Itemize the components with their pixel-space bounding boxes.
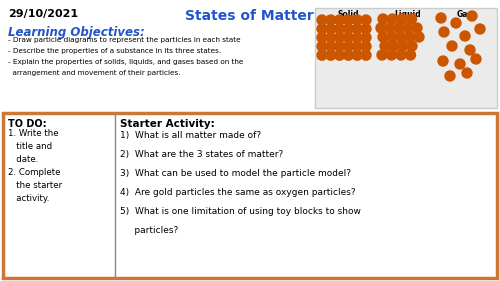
Circle shape (334, 41, 344, 51)
Circle shape (445, 71, 455, 81)
Circle shape (334, 24, 344, 34)
Text: particles?: particles? (120, 226, 178, 235)
Circle shape (344, 50, 353, 60)
Text: Solid: Solid (337, 10, 359, 19)
Circle shape (405, 32, 415, 42)
Text: 2)  What are the 3 states of matter?: 2) What are the 3 states of matter? (120, 150, 283, 159)
Text: date.: date. (8, 155, 38, 164)
Circle shape (344, 24, 353, 34)
Circle shape (412, 23, 422, 33)
Text: Gas: Gas (457, 10, 473, 19)
Text: activity.: activity. (8, 194, 50, 203)
Text: 1)  What is all matter made of?: 1) What is all matter made of? (120, 131, 261, 140)
Text: Starter Activity:: Starter Activity: (120, 119, 215, 129)
Text: States of Matter: States of Matter (185, 9, 314, 23)
Circle shape (414, 32, 424, 42)
Circle shape (334, 33, 344, 43)
Circle shape (380, 41, 390, 51)
Circle shape (326, 15, 336, 25)
Circle shape (378, 32, 388, 42)
Circle shape (394, 23, 404, 33)
Circle shape (386, 50, 396, 60)
Circle shape (378, 14, 388, 24)
Circle shape (396, 50, 406, 60)
Circle shape (471, 54, 481, 64)
Circle shape (344, 33, 353, 43)
Circle shape (447, 41, 457, 51)
Text: Learning Objectives:: Learning Objectives: (8, 26, 145, 39)
Circle shape (326, 33, 336, 43)
Circle shape (326, 24, 336, 34)
Circle shape (387, 32, 397, 42)
Circle shape (385, 23, 395, 33)
Circle shape (334, 15, 344, 25)
Circle shape (352, 50, 362, 60)
Circle shape (352, 33, 362, 43)
Circle shape (344, 41, 353, 51)
Circle shape (361, 33, 371, 43)
Text: 3)  What can be used to model the particle model?: 3) What can be used to model the particl… (120, 169, 351, 178)
Circle shape (326, 50, 336, 60)
Text: 1. Write the: 1. Write the (8, 129, 58, 138)
Circle shape (361, 41, 371, 51)
Circle shape (317, 50, 327, 60)
Circle shape (361, 15, 371, 25)
FancyBboxPatch shape (3, 113, 497, 278)
Text: 29/10/2021: 29/10/2021 (8, 9, 78, 19)
Circle shape (407, 41, 417, 51)
Circle shape (317, 41, 327, 51)
Text: TO DO:: TO DO: (8, 119, 46, 129)
Text: - Describe the properties of a substance in its three states.: - Describe the properties of a substance… (8, 48, 221, 54)
Circle shape (376, 23, 386, 33)
Text: 5)  What is one limitation of using toy blocks to show: 5) What is one limitation of using toy b… (120, 207, 361, 216)
Circle shape (326, 41, 336, 51)
Circle shape (352, 41, 362, 51)
Circle shape (389, 41, 399, 51)
Circle shape (439, 27, 449, 37)
Circle shape (451, 18, 461, 28)
Circle shape (460, 31, 470, 41)
FancyBboxPatch shape (315, 8, 497, 108)
Circle shape (406, 14, 416, 24)
Circle shape (406, 50, 415, 60)
Circle shape (317, 33, 327, 43)
Circle shape (317, 15, 327, 25)
Circle shape (398, 41, 408, 51)
Circle shape (317, 24, 327, 34)
Circle shape (377, 50, 387, 60)
Text: the starter: the starter (8, 181, 62, 190)
Circle shape (467, 11, 477, 21)
Circle shape (388, 14, 398, 24)
Text: Liquid: Liquid (394, 10, 421, 19)
Circle shape (352, 15, 362, 25)
Circle shape (455, 59, 465, 69)
Text: arrangement and movement of their particles.: arrangement and movement of their partic… (8, 70, 180, 76)
Text: title and: title and (8, 142, 52, 151)
Text: - Explain the properties of solids, liquids, and gases based on the: - Explain the properties of solids, liqu… (8, 59, 244, 65)
Circle shape (361, 50, 371, 60)
Circle shape (334, 50, 344, 60)
Circle shape (397, 14, 407, 24)
Circle shape (344, 15, 353, 25)
Circle shape (396, 32, 406, 42)
Circle shape (352, 24, 362, 34)
Circle shape (465, 45, 475, 55)
Circle shape (361, 24, 371, 34)
Circle shape (403, 23, 413, 33)
Circle shape (475, 24, 485, 34)
Text: 4)  Are gold particles the same as oxygen particles?: 4) Are gold particles the same as oxygen… (120, 188, 356, 197)
Circle shape (462, 68, 472, 78)
Text: - Draw particle diagrams to represent the particles in each state: - Draw particle diagrams to represent th… (8, 37, 240, 43)
Circle shape (438, 56, 448, 66)
Text: 2. Complete: 2. Complete (8, 168, 60, 177)
Circle shape (436, 13, 446, 23)
